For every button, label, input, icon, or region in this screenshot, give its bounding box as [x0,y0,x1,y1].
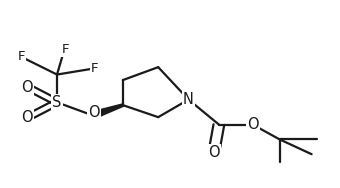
Text: O: O [208,145,220,160]
Text: F: F [91,62,99,76]
Text: F: F [18,49,26,63]
Text: O: O [247,117,258,132]
Text: O: O [21,80,33,95]
Text: O: O [21,110,33,125]
Text: S: S [52,95,62,110]
Polygon shape [89,104,124,118]
Text: F: F [62,43,69,56]
Text: N: N [183,92,194,107]
Text: O: O [88,105,100,120]
